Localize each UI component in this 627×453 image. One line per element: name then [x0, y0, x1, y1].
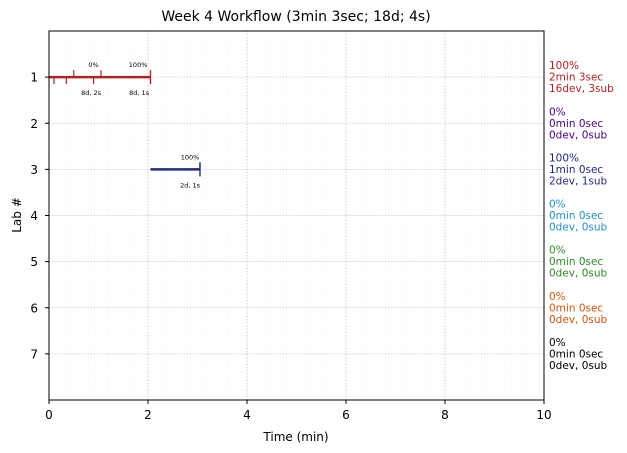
lab-1-annotation: 0% [88, 61, 98, 69]
y-tick-label: 3 [30, 163, 38, 177]
lab-3-annotation: 2d, 1s [180, 181, 201, 189]
lab-1-annotation: 8d, 1s [129, 89, 150, 97]
y-tick-label: 4 [30, 209, 38, 223]
lab-4-summary-line: 0% [549, 199, 566, 211]
lab-1-summary-line: 16dev, 3sub [549, 83, 614, 95]
lab-2-summary-line: 0% [549, 106, 566, 118]
y-tick-label: 2 [30, 117, 38, 131]
lab-6-summary-line: 0% [549, 291, 566, 303]
lab-3-summary-line: 100% [549, 152, 579, 164]
lab-1-annotation: 100% [129, 61, 148, 69]
x-tick-label: 0 [45, 408, 53, 422]
lab-4-summary-line: 0min 0sec [549, 210, 603, 222]
lab-7-summary-line: 0dev, 0sub [549, 360, 608, 372]
lab-5-summary-line: 0min 0sec [549, 256, 603, 268]
lab-7-summary-line: 0% [549, 337, 566, 349]
lab-2-summary-line: 0min 0sec [549, 118, 603, 130]
y-tick-label: 1 [30, 71, 38, 85]
x-tick-label: 8 [441, 408, 449, 422]
lab-3-summary-line: 1min 0sec [549, 164, 603, 176]
x-tick-label: 2 [144, 408, 152, 422]
lab-5-summary-line: 0% [549, 245, 566, 257]
y-tick-label: 6 [30, 301, 38, 315]
x-tick-label: 10 [536, 408, 551, 422]
chart-title: Week 4 Workflow (3min 3sec; 18d; 4s) [161, 9, 430, 25]
major-grid [49, 31, 544, 400]
lab-3-summary-line: 2dev, 1sub [549, 175, 608, 187]
lab-5-summary-line: 0dev, 0sub [549, 268, 608, 280]
x-axis-label: Time (min) [262, 430, 328, 444]
y-tick-label: 5 [30, 255, 38, 269]
lab-1-annotation: 8d, 2s [81, 89, 102, 97]
x-tick-label: 6 [342, 408, 350, 422]
lab-bars: 0% 100% 8d, 2s 8d, 1s 100% 2d, 1s [49, 61, 201, 189]
lab-1-summary-line: 100% [549, 60, 579, 72]
y-tick-label: 7 [30, 347, 38, 361]
y-axis-label: Lab # [10, 197, 24, 233]
lab-6-summary-line: 0min 0sec [549, 302, 603, 314]
lab-3-annotation: 100% [181, 153, 200, 161]
lab-6-summary-line: 0dev, 0sub [549, 314, 608, 326]
lab-4-summary-line: 0dev, 0sub [549, 222, 608, 234]
x-tick-label: 4 [243, 408, 251, 422]
lab-7-summary-line: 0min 0sec [549, 348, 603, 360]
lab-2-summary-line: 0dev, 0sub [549, 129, 608, 141]
lab-1-summary-line: 2min 3sec [549, 72, 603, 84]
